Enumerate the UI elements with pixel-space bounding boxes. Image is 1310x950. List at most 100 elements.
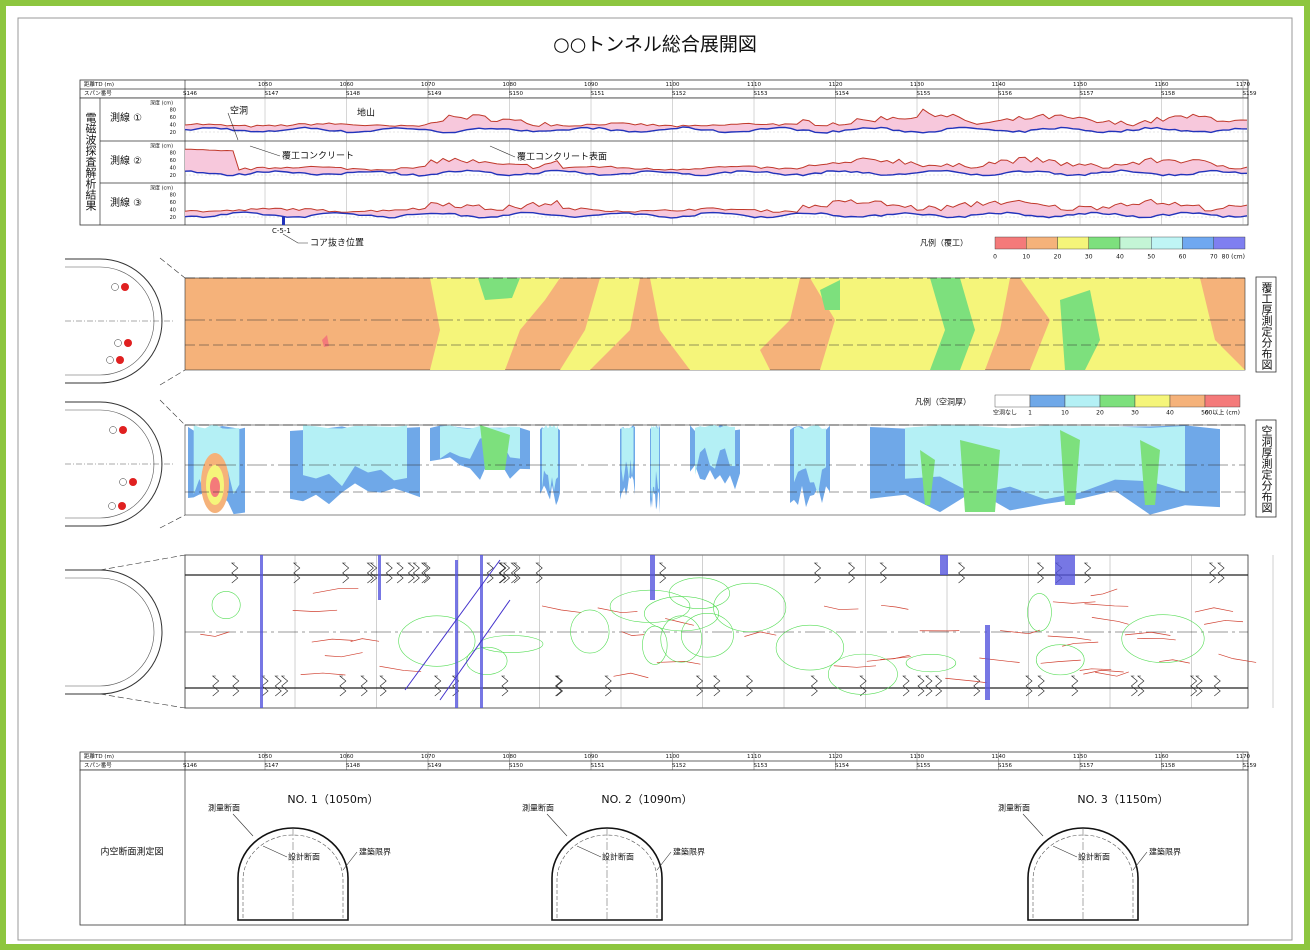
section-title: NO. 2（1090m）: [601, 793, 692, 806]
distance-tick: 1140: [992, 82, 1006, 88]
design-label: 設計断面: [602, 852, 634, 862]
depth-tick: 80: [170, 151, 176, 157]
leak-band: [378, 555, 381, 600]
line-label: 測線 ②: [110, 154, 142, 167]
distance-tick: 1170: [1236, 82, 1250, 88]
leak-band: [940, 555, 948, 575]
distance-tick: 1100: [666, 82, 680, 88]
line-label: 測線 ③: [110, 196, 142, 209]
distance-label: 距離TD (m): [84, 80, 114, 88]
distance-tick: 1140: [992, 754, 1006, 760]
annotation-ground: 地山: [357, 107, 375, 119]
legend-tick: 30: [1131, 410, 1139, 417]
radar-table: [80, 98, 1248, 225]
legend-tick: 60以上 (cm): [1205, 409, 1240, 417]
sensor: [116, 356, 124, 364]
span-number: S152: [672, 91, 686, 97]
clearance-label: 建築限界: [1149, 847, 1181, 857]
legend-swatch: [1205, 395, 1240, 407]
legend-tick: 1: [1028, 410, 1032, 417]
legend-swatch: [1065, 395, 1100, 407]
line-label: 測線 ①: [110, 111, 142, 124]
legend-swatch: [1120, 237, 1151, 249]
title: ○○トンネル総合展開図: [553, 34, 757, 56]
distance-tick: 1070: [421, 754, 435, 760]
distance-tick: 1080: [503, 82, 517, 88]
legend-swatch: [1151, 237, 1182, 249]
legend-tick: 30: [1085, 254, 1093, 261]
distance-tick: 1050: [258, 754, 272, 760]
span-number: S146: [183, 763, 197, 769]
distance-tick: 1050: [258, 82, 272, 88]
depth-tick: 60: [170, 158, 176, 164]
distance-tick: 1110: [747, 82, 761, 88]
depth-label: 深度 (cm): [150, 100, 173, 107]
span-number: S157: [1080, 91, 1094, 97]
depth-label: 深度 (cm): [150, 185, 173, 192]
legend-swatch: [1170, 395, 1205, 407]
span-number: S151: [591, 91, 605, 97]
section-label: 内空断面測定図: [100, 846, 163, 858]
depth-tick: 40: [170, 166, 176, 172]
span-number: S156: [998, 763, 1012, 769]
content: 距離TD (m)スパン番号105010601070108010901100111…: [65, 80, 1276, 925]
legend-tick: 80 (cm): [1222, 254, 1245, 261]
sensor: [119, 426, 127, 434]
legend-tick: 50: [1147, 254, 1155, 261]
survey-label: 測量断面: [208, 803, 240, 813]
legend-tick: 20: [1096, 410, 1104, 417]
section-title: NO. 3（1150m）: [1077, 793, 1168, 806]
depth-tick: 60: [170, 200, 176, 206]
span-number: S146: [183, 91, 197, 97]
span-number: S151: [591, 763, 605, 769]
span-number: S155: [917, 763, 931, 769]
leak-band: [650, 555, 655, 600]
sensor: [118, 502, 126, 510]
span-number: S150: [509, 763, 523, 769]
span-number: S150: [509, 91, 523, 97]
distance-tick: 1150: [1073, 754, 1087, 760]
distance-tick: 1120: [829, 754, 843, 760]
distance-tick: 1060: [340, 82, 354, 88]
side-label: 覆工厚測定分布図: [1260, 282, 1273, 370]
span-number: S147: [265, 763, 279, 769]
span-number: S154: [835, 763, 849, 769]
span-number: S147: [265, 91, 279, 97]
span-number: S149: [428, 763, 442, 769]
legend-tick: 0: [993, 254, 997, 261]
void-peak: [210, 477, 220, 497]
span-number: S152: [672, 763, 686, 769]
legend-tick: 空洞なし: [993, 409, 1017, 417]
distance-tick: 1130: [910, 82, 924, 88]
annotation-surface: 覆工コンクリート表面: [517, 151, 607, 163]
legend-swatch: [1183, 237, 1214, 249]
core-mark: [282, 217, 285, 225]
distance-tick: 1080: [503, 754, 517, 760]
sensor: [124, 339, 132, 347]
distance-tick: 1070: [421, 82, 435, 88]
depth-tick: 80: [170, 193, 176, 199]
contour: [960, 440, 1000, 512]
legend-tick: 20: [1054, 254, 1062, 261]
side-label: 空洞厚測定分布図: [1260, 424, 1273, 513]
span-number: S158: [1161, 763, 1175, 769]
legend-swatch: [995, 395, 1030, 407]
page: ○○トンネル総合展開図 距離TD (m)スパン番号105010601070108…: [0, 0, 1310, 950]
depth-tick: 20: [170, 130, 176, 136]
distance-tick: 1110: [747, 754, 761, 760]
distance-tick: 1120: [829, 82, 843, 88]
span-number: S156: [998, 91, 1012, 97]
sensor: [121, 283, 129, 291]
section-title: NO. 1（1050m）: [287, 793, 378, 806]
span-label: スパン番号: [84, 90, 112, 97]
leak-band: [480, 555, 483, 708]
legend-swatch: [995, 237, 1026, 249]
legend-tick: 40: [1116, 254, 1124, 261]
survey-label: 測量断面: [522, 803, 554, 813]
distance-tick: 1170: [1236, 754, 1250, 760]
span-number: S159: [1243, 763, 1257, 769]
legend-swatch: [1030, 395, 1065, 407]
legend-title: 凡例（覆工）: [920, 238, 968, 248]
span-label: スパン番号: [84, 762, 112, 769]
sensor: [129, 478, 137, 486]
